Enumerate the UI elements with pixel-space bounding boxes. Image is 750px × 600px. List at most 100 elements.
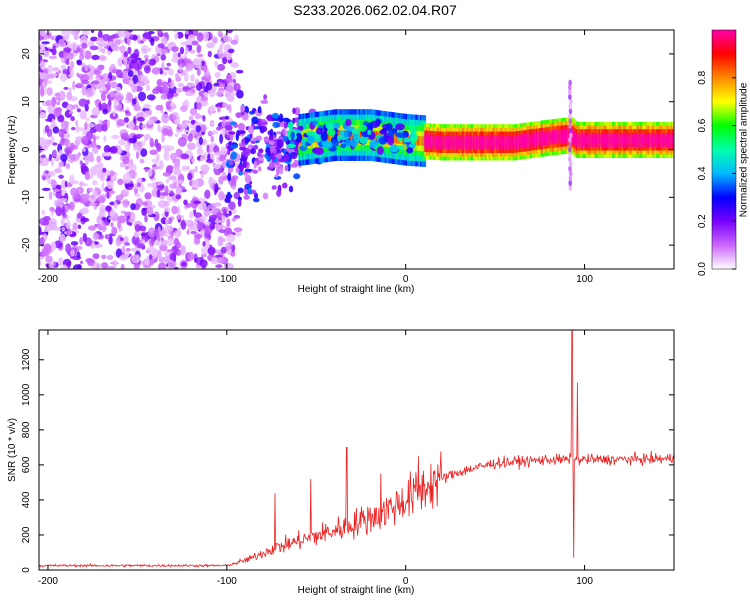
noise-cell	[106, 180, 114, 190]
noise-cell	[132, 74, 139, 85]
blob-cell	[325, 122, 335, 130]
noise-cell	[92, 134, 97, 144]
noise-cell	[131, 235, 140, 246]
noise-cell	[58, 174, 64, 179]
noise-cell	[70, 241, 79, 246]
noise-cell	[146, 206, 154, 216]
noise-cell	[120, 263, 125, 269]
noise-cell	[52, 149, 57, 158]
noise-cell	[94, 123, 104, 132]
spike-cell	[568, 127, 573, 134]
noise-cell	[43, 215, 51, 222]
noise-cell	[99, 89, 103, 93]
noise-cell	[76, 212, 83, 219]
noise-cell	[169, 190, 174, 195]
transition-cell	[254, 126, 259, 130]
noise-cell	[110, 222, 114, 228]
noise-cell	[91, 54, 100, 61]
noise-cell	[218, 176, 224, 185]
noise-cell	[140, 232, 146, 237]
noise-cell	[68, 110, 74, 115]
blob-cell	[320, 131, 328, 142]
noise-cell	[195, 78, 199, 85]
noise-cell	[178, 123, 188, 130]
noise-cell	[224, 91, 231, 99]
noise-cell	[172, 168, 182, 176]
noise-cell	[211, 257, 218, 265]
noise-cell	[157, 79, 162, 88]
noise-cell	[222, 102, 228, 108]
noise-cell	[177, 213, 182, 220]
noise-cell	[219, 134, 224, 144]
noise-cell	[40, 154, 46, 159]
noise-cell	[125, 142, 131, 153]
noise-cell	[187, 172, 193, 181]
transition-cell	[243, 160, 247, 169]
noise-cell	[46, 73, 55, 79]
noise-cell	[217, 236, 224, 242]
spike-cell	[569, 132, 573, 139]
noise-cell	[217, 30, 223, 36]
spike-cell	[568, 170, 573, 177]
noise-cell	[207, 204, 216, 210]
noise-cell	[89, 45, 99, 51]
noise-cell	[49, 207, 55, 212]
blob-cell	[306, 130, 315, 136]
noise-cell	[173, 182, 177, 189]
transition-cell	[282, 135, 288, 143]
noise-cell	[55, 92, 61, 97]
noise-cell	[70, 249, 75, 257]
noise-cell	[133, 232, 141, 237]
noise-cell	[92, 262, 101, 269]
noise-cell	[138, 225, 147, 232]
noise-cell	[190, 230, 197, 235]
noise-cell	[135, 151, 140, 160]
noise-cell	[70, 116, 75, 122]
transition-cell	[263, 94, 267, 100]
noise-cell	[198, 53, 203, 58]
noise-cell	[100, 91, 106, 101]
blob-cell	[327, 128, 336, 136]
noise-cell	[201, 253, 207, 258]
noise-cell	[222, 57, 228, 65]
noise-cell	[76, 251, 81, 259]
noise-cell	[39, 45, 41, 51]
noise-cell	[227, 48, 235, 54]
noise-cell	[174, 32, 179, 40]
noise-cell	[171, 205, 179, 215]
noise-cell	[222, 208, 227, 216]
noise-cell	[84, 50, 92, 60]
noise-cell	[210, 121, 215, 126]
noise-cell	[46, 87, 53, 96]
noise-cell	[81, 42, 88, 49]
noise-cell	[66, 57, 70, 66]
noise-cell	[233, 227, 243, 232]
noise-cell	[58, 128, 66, 138]
noise-cell	[39, 236, 45, 247]
transition-cell	[256, 151, 262, 157]
blob-cell	[400, 153, 405, 160]
noise-cell	[113, 260, 118, 266]
noise-cell	[52, 142, 58, 146]
noise-cell	[54, 168, 62, 174]
blob-cell	[306, 135, 316, 144]
noise-cell	[168, 217, 173, 225]
noise-cell	[88, 202, 98, 207]
transition-cell	[276, 166, 280, 176]
noise-cell	[202, 241, 206, 247]
transition-cell	[276, 139, 284, 149]
transition-cell	[227, 166, 232, 175]
noise-cell	[230, 250, 236, 257]
noise-cell	[39, 137, 46, 145]
noise-cell	[187, 133, 193, 142]
noise-cell	[75, 124, 80, 134]
noise-cell	[154, 138, 159, 148]
noise-cell	[180, 105, 188, 112]
noise-cell	[226, 57, 232, 61]
transition-cell	[237, 130, 246, 135]
noise-cell	[72, 222, 78, 231]
noise-cell	[80, 35, 88, 46]
noise-cell	[112, 46, 121, 51]
noise-cell	[51, 158, 55, 167]
